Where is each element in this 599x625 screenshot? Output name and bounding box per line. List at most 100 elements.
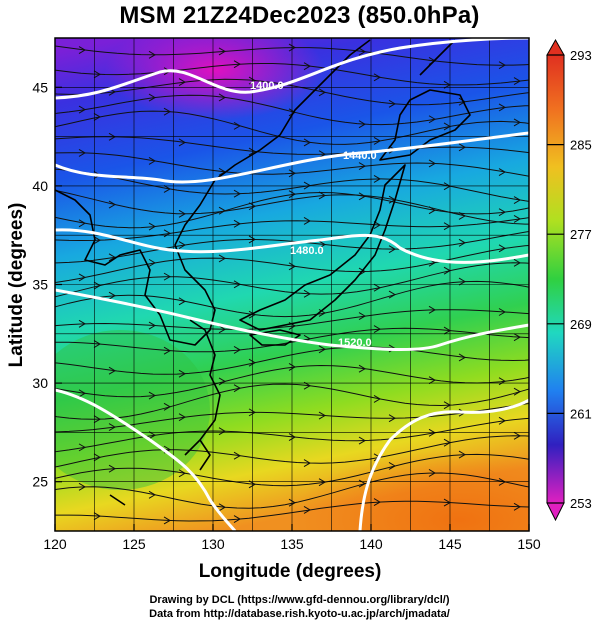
streamline-arrow [498, 308, 506, 316]
streamline-arrow [373, 221, 381, 229]
streamline-arrow [178, 297, 186, 306]
streamline-arrow [513, 214, 521, 223]
streamline-arrow [163, 346, 171, 355]
streamline-arrow [78, 46, 86, 54]
streamline [55, 500, 529, 522]
x-tick-label: 140 [359, 536, 383, 552]
streamline [55, 189, 529, 225]
streamline [55, 435, 529, 468]
streamline-arrow [178, 209, 186, 218]
streamline-arrow [78, 219, 86, 228]
streamline-arrow [148, 321, 156, 330]
streamline [55, 136, 529, 155]
streamline [55, 364, 529, 398]
streamline [55, 78, 529, 106]
chart-title: MSM 21Z24Dec2023 (850.0hPa) [119, 2, 480, 29]
streamline-arrow [93, 340, 101, 348]
streamline-arrow [178, 369, 186, 378]
streamline-arrow [288, 108, 296, 117]
streamline-arrow [373, 394, 381, 403]
streamline-arrow [498, 377, 506, 386]
streamline [55, 472, 529, 509]
x-axis: 120 125 130 135 140 145 150 [43, 524, 541, 552]
colorbar-bottom-arrow [546, 502, 565, 522]
streamline-arrow [148, 431, 156, 440]
streamline-arrow [458, 238, 466, 247]
streamline-arrow [428, 305, 436, 314]
streamline-arrow [428, 115, 436, 124]
streamline-arrow [358, 479, 366, 488]
streamline-arrow [93, 70, 101, 79]
streamline-arrow [148, 258, 156, 267]
streamline-arrow [288, 363, 296, 371]
streamline-arrow [233, 60, 241, 69]
streamline-arrow [78, 389, 86, 398]
streamline-arrow [358, 120, 366, 129]
streamline-arrow [498, 244, 506, 253]
colorbar-tick-label: 253 [570, 496, 592, 511]
streamline [55, 94, 529, 126]
streamline-arrow [513, 196, 521, 204]
streamline-arrow [78, 105, 86, 114]
streamline-arrow [498, 208, 506, 217]
streamline-arrow [458, 450, 466, 459]
streamline-arrow [373, 498, 381, 507]
streamline-arrow [78, 148, 86, 157]
streamline [55, 417, 529, 453]
streamline-arrow [248, 358, 256, 367]
streamline-arrow [498, 168, 506, 176]
streamline-arrow [163, 107, 171, 116]
temperature-field [55, 38, 529, 531]
streamline [55, 383, 529, 420]
streamline [55, 45, 529, 66]
streamline-arrow [233, 121, 241, 130]
streamline-arrow [178, 78, 186, 87]
streamline-arrow [178, 469, 186, 478]
streamline-arrow [108, 423, 116, 432]
streamline-arrow [358, 192, 366, 201]
streamline-arrow [248, 310, 256, 319]
streamline-arrow [358, 312, 366, 321]
streamline-arrow [78, 319, 86, 328]
streamline-arrow [388, 414, 396, 423]
y-tick-label: 30 [32, 375, 48, 391]
streamline [55, 244, 529, 284]
streamline-arrow [428, 206, 436, 215]
streamline-arrow [388, 99, 396, 108]
streamline-arrow [218, 503, 226, 512]
colorbar-tick-label: 293 [570, 48, 592, 63]
streamline-arrow [248, 202, 256, 211]
streamline-arrow [163, 516, 171, 525]
streamline-arrow [513, 118, 521, 127]
streamline-arrow [303, 62, 311, 71]
streamline [55, 327, 529, 353]
height-contours [55, 38, 529, 531]
colorbar-tick-label: 285 [570, 138, 592, 153]
streamline [55, 453, 529, 487]
streamline-arrow [318, 411, 326, 420]
streamline-arrow [458, 353, 466, 362]
streamline-arrow [288, 433, 296, 442]
streamline-arrow [248, 235, 256, 244]
streamline-arrow [373, 137, 381, 145]
y-tick-label: 40 [32, 178, 48, 194]
x-axis-label: Longitude (degrees) [199, 561, 382, 582]
streamline-arrow [428, 159, 436, 168]
streamline-arrow [458, 143, 466, 152]
y-tick-label: 35 [32, 277, 48, 293]
contour-labels: 1400.0 1440.0 1480.0 1520.0 [250, 80, 377, 349]
y-axis-label: Latitude (degrees) [6, 203, 27, 368]
streamline-arrow [318, 240, 326, 249]
x-tick-label: 135 [280, 536, 304, 552]
streamline-arrow [373, 73, 381, 82]
streamline-arrow [178, 413, 186, 422]
streamline-arrow [108, 366, 116, 375]
streamline-arrow [428, 469, 436, 477]
streamline [55, 309, 529, 330]
contour-label: 1520.0 [338, 337, 372, 349]
streamline-arrow [108, 200, 116, 209]
streamline [55, 63, 529, 86]
streamline-arrow [93, 415, 101, 424]
streamline-arrow [513, 431, 521, 440]
